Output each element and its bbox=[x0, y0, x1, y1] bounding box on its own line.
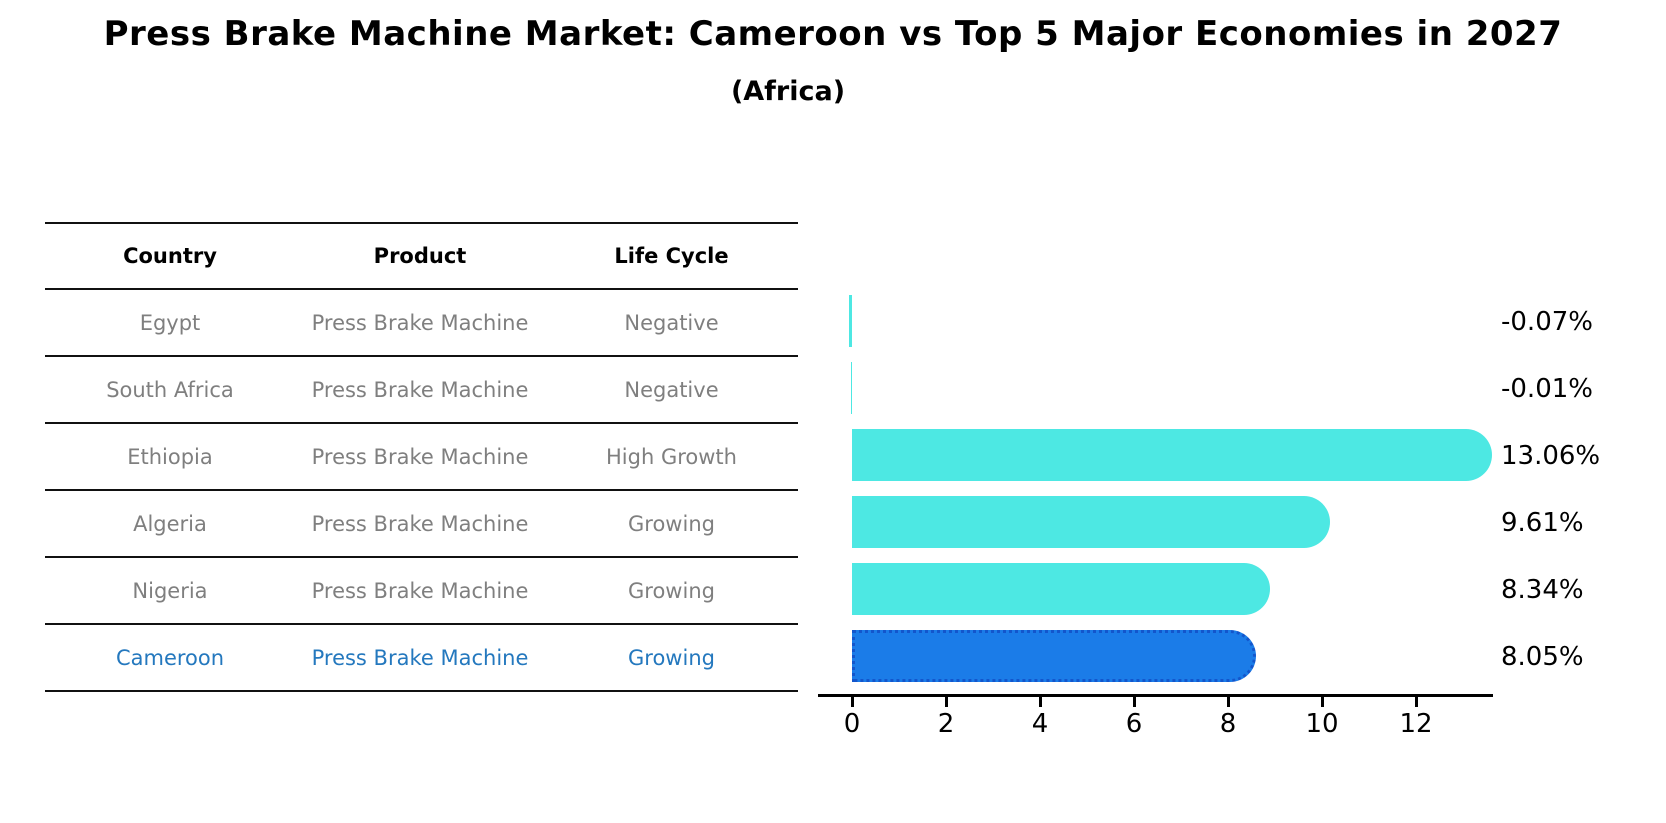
table-row-ethiopia: Ethiopia Press Brake Machine High Growth bbox=[45, 424, 798, 491]
country-cell: South Africa bbox=[106, 377, 234, 402]
bar-value-label: -0.01% bbox=[1501, 374, 1593, 404]
tick-mark bbox=[1226, 697, 1230, 707]
country-cell: Ethiopia bbox=[127, 444, 213, 469]
tick-mark bbox=[944, 697, 948, 707]
tick-label: 6 bbox=[1125, 709, 1143, 739]
bar-value-label: 8.05% bbox=[1501, 642, 1584, 672]
table-row-nigeria: Nigeria Press Brake Machine Growing bbox=[45, 558, 798, 625]
x-axis-line bbox=[818, 694, 1493, 697]
bar-ethiopia bbox=[852, 429, 1492, 481]
tick-label: 8 bbox=[1219, 709, 1237, 739]
bar-nigeria bbox=[852, 563, 1270, 615]
bar-south-africa bbox=[851, 362, 852, 414]
tick-mark bbox=[1038, 697, 1042, 707]
bar-algeria bbox=[852, 496, 1330, 548]
life-cycle-cell: Growing bbox=[628, 645, 715, 670]
tick-label: 0 bbox=[843, 709, 861, 739]
product-cell: Press Brake Machine bbox=[311, 578, 529, 603]
product-cell: Press Brake Machine bbox=[311, 310, 529, 335]
chart-subtitle: (Africa) bbox=[730, 76, 846, 107]
tick-label: 12 bbox=[1399, 709, 1433, 739]
product-cell: Press Brake Machine bbox=[311, 511, 529, 536]
chart-title: Press Brake Machine Market: Cameroon vs … bbox=[103, 14, 1563, 54]
table-row-egypt: Egypt Press Brake Machine Negative bbox=[45, 290, 798, 357]
bar-value-label: 9.61% bbox=[1501, 508, 1584, 538]
bar-value-label: 13.06% bbox=[1501, 441, 1601, 471]
country-cell: Egypt bbox=[139, 310, 201, 335]
table-row-algeria: Algeria Press Brake Machine Growing bbox=[45, 491, 798, 558]
tick-mark bbox=[1414, 697, 1418, 707]
product-cell: Press Brake Machine bbox=[311, 444, 529, 469]
product-cell: Press Brake Machine bbox=[311, 377, 529, 402]
product-cell: Press Brake Machine bbox=[311, 645, 529, 670]
country-cell: Cameroon bbox=[115, 645, 225, 670]
life-cycle-cell: High Growth bbox=[606, 444, 737, 469]
bar-value-label: -0.07% bbox=[1501, 307, 1593, 337]
country-table: Country Product Life Cycle Egypt Press B… bbox=[45, 222, 798, 692]
table-row-cameroon: Cameroon Press Brake Machine Growing bbox=[45, 625, 798, 692]
tick-mark bbox=[850, 697, 854, 707]
bar-cameroon bbox=[852, 630, 1257, 682]
life-cycle-cell: Growing bbox=[628, 511, 715, 536]
bar-egypt bbox=[848, 295, 852, 347]
tick-mark bbox=[1320, 697, 1324, 707]
life-cycle-cell: Negative bbox=[624, 310, 719, 335]
country-cell: Algeria bbox=[133, 511, 207, 536]
life-cycle-cell: Negative bbox=[624, 377, 719, 402]
life-cycle-cell: Growing bbox=[628, 578, 715, 603]
tick-label: 4 bbox=[1031, 709, 1049, 739]
table-header-country: Country bbox=[123, 244, 217, 268]
tick-label: 2 bbox=[937, 709, 955, 739]
tick-label: 10 bbox=[1305, 709, 1339, 739]
table-row-south-africa: South Africa Press Brake Machine Negativ… bbox=[45, 357, 798, 424]
tick-mark bbox=[1132, 697, 1136, 707]
bar-value-label: 8.34% bbox=[1501, 575, 1584, 605]
country-cell: Nigeria bbox=[132, 578, 208, 603]
table-header-product: Product bbox=[373, 244, 467, 268]
table-header-row: Country Product Life Cycle bbox=[45, 224, 798, 290]
table-header-life-cycle: Life Cycle bbox=[614, 244, 729, 268]
